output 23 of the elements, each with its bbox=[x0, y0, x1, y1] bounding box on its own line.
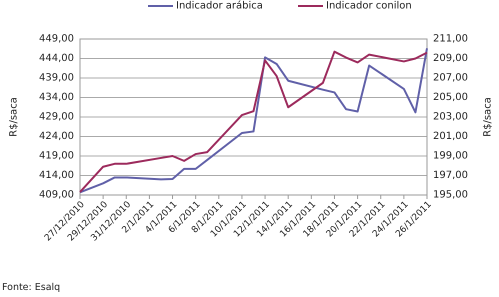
y2-tick-label: 205,00 bbox=[433, 92, 468, 104]
y-tick-label: 449,00 bbox=[39, 34, 74, 45]
y-tick-label: 439,00 bbox=[39, 72, 74, 84]
source-note: Fonte: Esalq bbox=[2, 282, 60, 293]
y2-tick-label: 199,00 bbox=[433, 150, 468, 162]
y2-tick-label: 201,00 bbox=[433, 131, 468, 142]
legend-label: Indicador arábica bbox=[176, 0, 263, 12]
y-tick-label: 444,00 bbox=[39, 53, 74, 64]
y2-tick-label: 209,00 bbox=[433, 53, 468, 64]
y-tick-label: 409,00 bbox=[39, 190, 74, 201]
y2-tick-label: 211,00 bbox=[433, 34, 468, 45]
y2-tick-label: 207,00 bbox=[433, 72, 468, 84]
legend-label: Indicador conilon bbox=[326, 0, 412, 12]
y-axis-title: R$/saca bbox=[8, 97, 20, 137]
y2-tick-label: 197,00 bbox=[433, 170, 468, 182]
y2-axis-title: R$/saca bbox=[482, 97, 494, 137]
y-tick-label: 429,00 bbox=[39, 112, 74, 123]
y-tick-label: 414,00 bbox=[39, 170, 74, 182]
y-tick-label: 434,00 bbox=[39, 92, 74, 104]
y2-tick-label: 203,00 bbox=[433, 112, 468, 123]
y-tick-label: 419,00 bbox=[39, 150, 74, 162]
y2-tick-label: 195,00 bbox=[433, 190, 468, 201]
y-tick-label: 424,00 bbox=[39, 131, 74, 142]
